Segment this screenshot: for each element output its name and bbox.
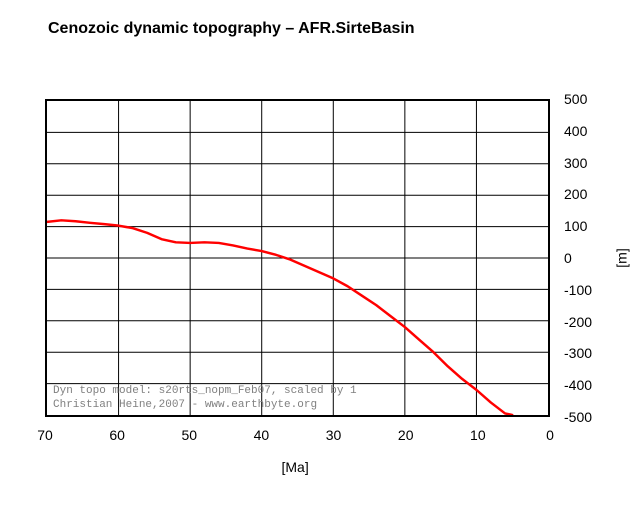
x-tick-label: 30 <box>326 427 342 443</box>
x-tick-label: 60 <box>109 427 125 443</box>
y-tick-label: -200 <box>564 314 592 330</box>
x-axis-label: [Ma] <box>282 459 309 475</box>
y-tick-label: -400 <box>564 377 592 393</box>
chart-figure: Cenozoic dynamic topography – AFR.SirteB… <box>0 0 635 515</box>
y-tick-label: 0 <box>564 250 572 266</box>
y-tick-label: 500 <box>564 91 587 107</box>
plot-area: Dyn topo model: s20rts_nopm_Feb07, scale… <box>45 99 550 417</box>
plot-svg <box>47 101 548 415</box>
x-tick-label: 40 <box>254 427 270 443</box>
x-tick-label: 0 <box>546 427 554 443</box>
y-axis-label: [m] <box>614 248 630 267</box>
x-tick-label: 10 <box>470 427 486 443</box>
footer-line-1: Dyn topo model: s20rts_nopm_Feb07, scale… <box>53 385 357 397</box>
y-tick-label: 100 <box>564 218 587 234</box>
y-tick-label: 400 <box>564 123 587 139</box>
y-tick-label: -500 <box>564 409 592 425</box>
footer-line-2: Christian Heine,2007 - www.earthbyte.org <box>53 399 317 411</box>
x-tick-label: 50 <box>181 427 197 443</box>
y-tick-label: 200 <box>564 186 587 202</box>
x-tick-label: 70 <box>37 427 53 443</box>
x-tick-label: 20 <box>398 427 414 443</box>
chart-title: Cenozoic dynamic topography – AFR.SirteB… <box>48 20 415 38</box>
y-tick-label: -100 <box>564 282 592 298</box>
y-tick-label: 300 <box>564 155 587 171</box>
grid <box>47 101 548 415</box>
y-tick-label: -300 <box>564 345 592 361</box>
